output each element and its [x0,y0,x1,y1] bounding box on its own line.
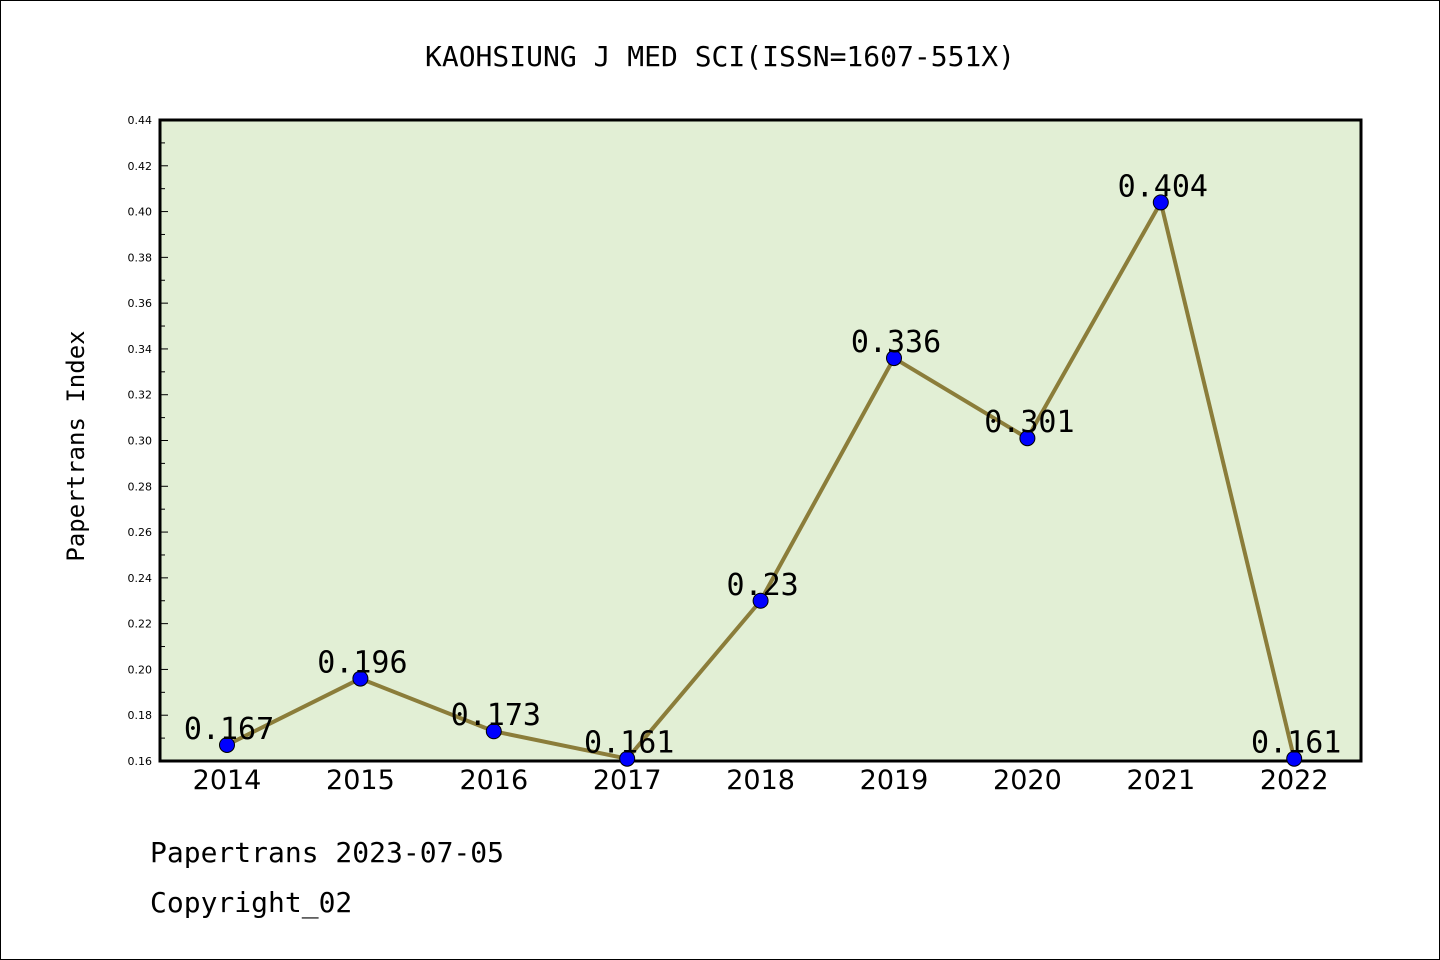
footer-copyright: Copyright_02 [150,886,353,919]
x-axis: 2014 2015 2016 2017 2018 2019 2020 2021 2022 [193,765,1329,796]
y-tick-label: 0.42 [128,160,153,173]
data-label: 0.196 [317,646,407,681]
data-label: 0.301 [984,405,1074,440]
y-tick-label: 0.20 [128,663,153,676]
data-point-marker [1286,750,1303,767]
x-tick-label: 2019 [860,765,929,796]
series-layer [219,194,1303,767]
footer-date: Papertrans 2023-07-05 [150,836,505,869]
y-tick-label: 0.36 [128,297,153,310]
data-label: 0.161 [1251,726,1341,761]
x-tick-label: 2014 [193,765,262,796]
data-point-marker [352,670,369,687]
y-tick-label: 0.44 [128,114,153,127]
data-label: 0.23 [726,568,798,603]
data-label: 0.336 [851,325,941,360]
y-tick-label: 0.32 [128,389,153,402]
x-tick-label: 2018 [726,765,795,796]
y-tick-label: 0.40 [128,206,153,219]
y-tick-label: 0.18 [128,709,153,722]
x-tick-label: 2016 [459,765,528,796]
data-label-layer: 0.167 0.196 0.173 0.161 0.23 0.336 0.301 0.404 0… [184,169,1342,760]
x-tick-label: 2022 [1260,765,1329,796]
data-point-marker [886,350,902,367]
y-tick-label: 0.38 [128,251,153,264]
data-label: 0.167 [184,712,274,747]
y-tick-label: 0.26 [128,526,153,539]
chart-title: KAOHSIUNG J MED SCI(ISSN=1607-551X) [425,40,1015,73]
data-point-marker [752,592,769,609]
y-axis-title: Papertrans Index [62,330,90,561]
data-label: 0.173 [451,698,541,733]
data-point-marker [219,736,235,753]
y-tick-label: 0.16 [128,755,153,768]
data-point-marker [485,723,502,740]
data-point-marker [1152,194,1169,211]
data-point-marker [619,750,636,767]
data-point-marker [1019,430,1036,447]
y-tick-label: 0.28 [128,480,153,493]
x-tick-label: 2020 [993,765,1062,796]
y-tick-label: 0.24 [128,572,153,585]
y-axis: 0.16 0.18 0.20 0.22 0.24 0.26 0.28 0.30 0.32 0.34… [128,114,168,768]
y-tick-label: 0.30 [128,435,153,448]
data-label: 0.161 [584,726,674,761]
data-label: 0.404 [1118,169,1208,204]
x-tick-label: 2015 [326,765,395,796]
x-tick-label: 2017 [593,765,662,796]
y-tick-label: 0.34 [128,343,153,356]
plot-area [158,118,1363,763]
y-tick-label: 0.22 [128,618,153,631]
x-tick-label: 2021 [1126,765,1195,796]
